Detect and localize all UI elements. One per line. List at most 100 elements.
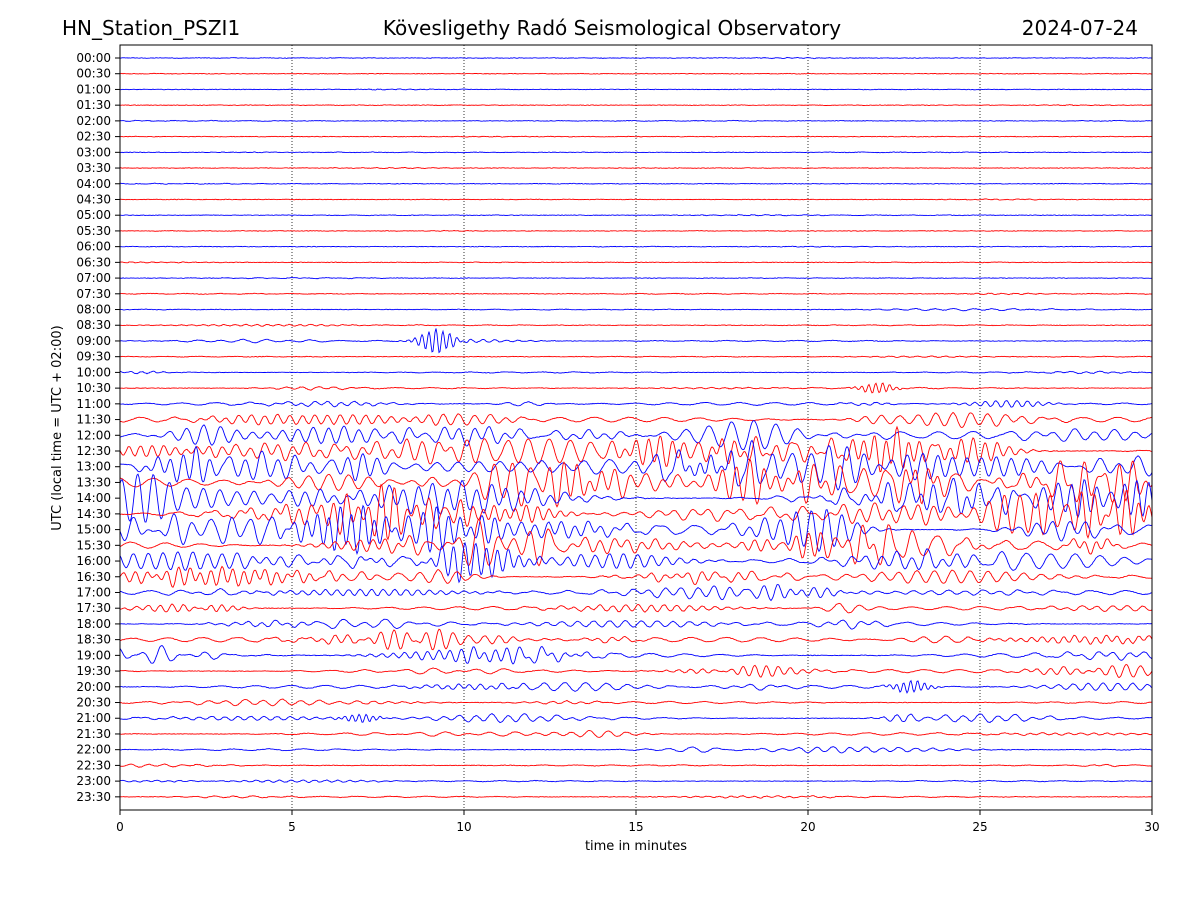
trace-2230 <box>119 763 1153 768</box>
trace-1300 <box>119 439 1153 491</box>
trace-0900 <box>119 328 1153 354</box>
trace-0830 <box>119 323 1152 327</box>
trace-0930 <box>119 355 1153 358</box>
y-tick-label: 02:30 <box>76 130 111 144</box>
y-tick-label: 19:00 <box>76 648 111 662</box>
trace-0230 <box>119 135 1153 138</box>
trace-1730 <box>119 602 1153 614</box>
trace-0000 <box>119 56 1153 60</box>
trace-1630 <box>119 565 1153 588</box>
x-axis-label: time in minutes <box>585 839 687 854</box>
trace-0200 <box>119 119 1153 122</box>
y-tick-label: 15:30 <box>76 538 111 552</box>
date-title: 2024-07-24 <box>1022 16 1138 40</box>
x-tick-layer: 0 5 10 15 20 25 30 <box>116 810 1160 834</box>
y-tick-label: 07:00 <box>76 271 111 285</box>
x-tick-label: 25 <box>972 820 987 834</box>
trace-2030 <box>119 698 1153 707</box>
y-tick-label: 06:00 <box>76 240 111 254</box>
y-tick-label: 04:00 <box>76 177 111 191</box>
x-tick-label: 10 <box>456 820 471 834</box>
trace-2000 <box>119 679 1153 694</box>
trace-0400 <box>119 182 1153 185</box>
y-tick-label: 23:30 <box>76 790 111 804</box>
y-tick-label: 12:30 <box>76 444 111 458</box>
trace-0530 <box>119 229 1153 232</box>
trace-2300 <box>119 779 1153 783</box>
trace-1230 <box>119 425 1153 473</box>
trace-0330 <box>119 166 1153 170</box>
y-tick-label: 17:00 <box>76 585 111 599</box>
y-tick-label: 17:30 <box>76 601 111 615</box>
trace-1430 <box>119 483 1153 541</box>
x-tick-label: 0 <box>116 820 124 834</box>
trace-1500 <box>119 504 1153 555</box>
y-tick-label: 13:30 <box>76 475 111 489</box>
trace-1030 <box>119 382 1153 394</box>
y-tick-label: 16:30 <box>76 570 111 584</box>
trace-0730 <box>119 292 1153 296</box>
x-tick-label: 30 <box>1144 820 1159 834</box>
y-tick-label: 01:00 <box>76 82 111 96</box>
trace-1100 <box>119 399 1153 408</box>
y-tick-label: 09:00 <box>76 334 111 348</box>
trace-0030 <box>119 72 1153 75</box>
trace-2200 <box>119 746 1153 754</box>
y-tick-label: 13:00 <box>76 460 111 474</box>
observatory-title: Kövesligethy Radó Seismological Observat… <box>383 16 841 40</box>
y-tick-label: 20:30 <box>76 696 111 710</box>
y-tick-label: 20:00 <box>76 680 111 694</box>
y-tick-label: 04:30 <box>76 192 111 206</box>
y-tick-label: 05:00 <box>76 208 111 222</box>
y-tick-label: 18:00 <box>76 617 111 631</box>
trace-0430 <box>119 198 1153 201</box>
trace-0600 <box>119 245 1153 248</box>
trace-0500 <box>119 214 1153 217</box>
y-tick-label: 07:30 <box>76 287 111 301</box>
trace-layer <box>119 56 1153 799</box>
y-tick-label: 03:30 <box>76 161 111 175</box>
trace-1130 <box>119 411 1153 429</box>
y-tick-label: 11:30 <box>76 413 111 427</box>
y-tick-label: 08:00 <box>76 303 111 317</box>
y-tick-label: 21:00 <box>76 711 111 725</box>
x-tick-label: 20 <box>800 820 815 834</box>
y-tick-label: 03:00 <box>76 145 111 159</box>
trace-1330 <box>119 458 1153 508</box>
station-title: HN_Station_PSZI1 <box>62 16 240 40</box>
trace-1200 <box>119 420 1153 451</box>
y-tick-label: 08:30 <box>76 318 111 332</box>
trace-1930 <box>119 663 1153 679</box>
y-tick-label: 05:30 <box>76 224 111 238</box>
y-tick-label: 22:30 <box>76 758 111 772</box>
y-tick-label: 10:00 <box>76 365 111 379</box>
trace-1000 <box>119 370 1153 375</box>
trace-1700 <box>120 583 1153 602</box>
x-tick-label: 15 <box>628 820 643 834</box>
y-tick-label: 19:30 <box>76 664 111 678</box>
trace-0800 <box>119 307 1153 312</box>
y-tick-label: 23:00 <box>76 774 111 788</box>
trace-0130 <box>119 104 1153 107</box>
plot-frame <box>119 44 1153 811</box>
trace-2330 <box>119 795 1153 799</box>
y-tick-label: 12:00 <box>76 428 111 442</box>
x-tick-label: 5 <box>288 820 296 834</box>
y-tick-label: 15:00 <box>76 523 111 537</box>
y-tick-label: 01:30 <box>76 98 111 112</box>
y-tick-label: 00:30 <box>76 67 111 81</box>
trace-1830 <box>119 628 1153 651</box>
trace-0100 <box>119 88 1153 91</box>
y-tick-label: 16:00 <box>76 554 111 568</box>
y-tick-label: 14:00 <box>76 491 111 505</box>
trace-1900 <box>119 645 1153 665</box>
y-tick-label: 18:30 <box>76 633 111 647</box>
trace-0630 <box>119 261 1153 264</box>
trace-1530 <box>119 518 1153 567</box>
y-tick-label: 06:30 <box>76 255 111 269</box>
trace-1400 <box>119 473 1153 523</box>
grid-layer <box>291 45 981 810</box>
trace-0300 <box>119 151 1153 154</box>
